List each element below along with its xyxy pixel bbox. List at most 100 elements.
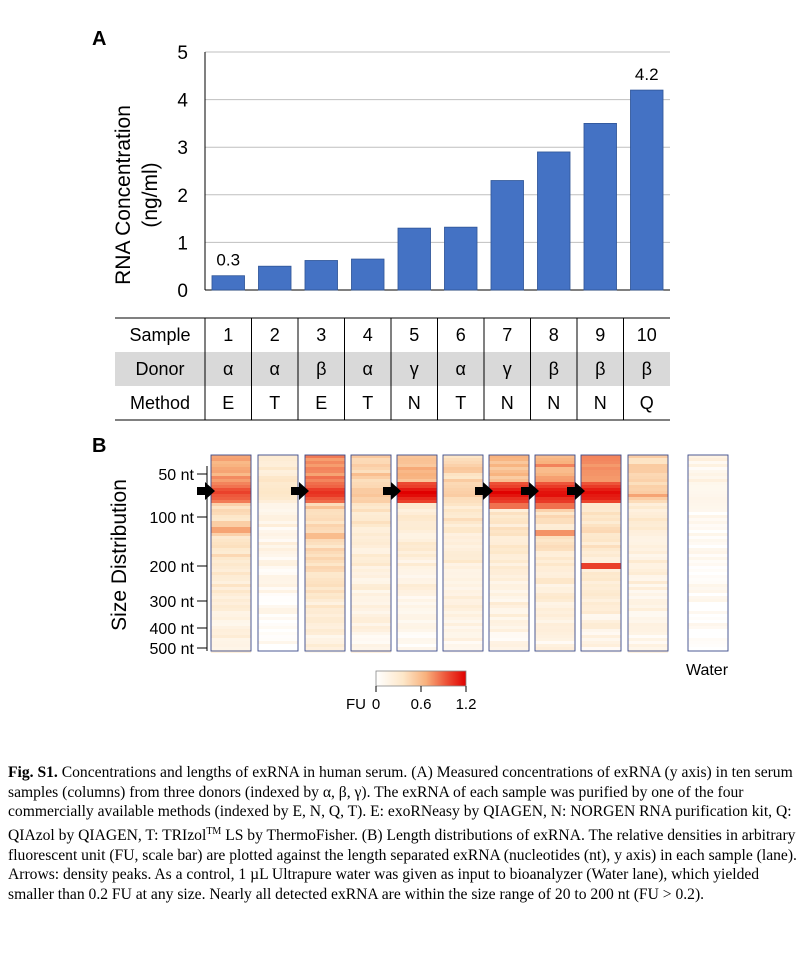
lane-band xyxy=(211,536,251,539)
lane-band xyxy=(628,626,668,629)
lane-band xyxy=(211,602,251,605)
lane-band xyxy=(397,467,437,470)
lane-band xyxy=(258,563,298,566)
lane-band xyxy=(581,584,621,587)
lane-band xyxy=(489,644,529,647)
lane-band xyxy=(489,533,529,536)
lane-band xyxy=(305,530,345,533)
lane-band xyxy=(628,506,668,509)
lane-band xyxy=(628,500,668,503)
lane-band xyxy=(305,500,345,503)
lane-band xyxy=(581,563,621,566)
lane-band xyxy=(351,476,391,479)
lane-band xyxy=(443,635,483,638)
lane-band xyxy=(443,524,483,527)
lane-band xyxy=(489,560,529,563)
lane-band xyxy=(211,476,251,479)
lane-band xyxy=(211,500,251,503)
lane-band xyxy=(535,494,575,497)
lane-band xyxy=(581,470,621,473)
lane-band xyxy=(351,578,391,581)
lane-band xyxy=(688,461,728,464)
caption-text-2: LS by ThermoFisher. (B) Length distribut… xyxy=(8,826,797,903)
lane-band xyxy=(535,500,575,503)
lane-band xyxy=(628,467,668,470)
lane-band xyxy=(443,647,483,650)
lane-band xyxy=(581,485,621,488)
lane-band xyxy=(211,470,251,473)
lane-band xyxy=(443,503,483,506)
lane-band xyxy=(258,587,298,590)
lane-band xyxy=(211,563,251,566)
lane-band xyxy=(351,650,391,653)
lane-band xyxy=(535,485,575,488)
lane-band xyxy=(489,620,529,623)
table-cell: 1 xyxy=(223,325,233,345)
lane-band xyxy=(489,563,529,566)
lane-band xyxy=(305,557,345,560)
lane-band xyxy=(688,482,728,485)
lane-band xyxy=(258,599,298,602)
lane-band xyxy=(489,539,529,542)
lane-band xyxy=(688,650,728,653)
lane-band xyxy=(688,644,728,647)
lane-band xyxy=(305,548,345,551)
lane-band xyxy=(443,620,483,623)
lane-band xyxy=(535,503,575,506)
lane-band xyxy=(489,485,529,488)
lane-band xyxy=(397,554,437,557)
lane-band xyxy=(305,473,345,476)
lane-band xyxy=(443,515,483,518)
lane-band xyxy=(258,626,298,629)
lane-band xyxy=(535,623,575,626)
lane-band xyxy=(443,488,483,491)
lane-band xyxy=(535,458,575,461)
lane-band xyxy=(443,638,483,641)
lane-band xyxy=(258,611,298,614)
lane-band xyxy=(688,503,728,506)
lane-band xyxy=(688,509,728,512)
lane-band xyxy=(489,458,529,461)
lane-band xyxy=(258,479,298,482)
lane-band xyxy=(305,518,345,521)
lane-band xyxy=(535,527,575,530)
lane-band xyxy=(305,590,345,593)
lane-band xyxy=(258,464,298,467)
lane-band xyxy=(688,479,728,482)
lane-band xyxy=(628,569,668,572)
lane-band xyxy=(351,572,391,575)
lane-band xyxy=(535,488,575,491)
lane-band xyxy=(351,587,391,590)
lane-band xyxy=(581,632,621,635)
lane-band xyxy=(397,632,437,635)
lane-band xyxy=(397,572,437,575)
lane-band xyxy=(489,599,529,602)
lane-band xyxy=(688,584,728,587)
lane-band xyxy=(397,533,437,536)
lane-band xyxy=(688,476,728,479)
lane-band xyxy=(688,620,728,623)
lane-band xyxy=(305,464,345,467)
lane-band xyxy=(258,473,298,476)
sample-table: Sample 1 2 3 4 5 6 7 8 9 10 Donor α α β α γ α γ β β β Method E T… xyxy=(115,317,670,421)
lane-band xyxy=(305,632,345,635)
lane-band xyxy=(535,584,575,587)
lane-band xyxy=(688,587,728,590)
lane-band xyxy=(581,566,621,569)
lane-band xyxy=(211,596,251,599)
lane-band xyxy=(443,476,483,479)
lane-band xyxy=(351,539,391,542)
lane-band xyxy=(351,593,391,596)
lane-band xyxy=(581,557,621,560)
y-tick-label: 500 nt xyxy=(150,641,195,658)
table-cell: 9 xyxy=(595,325,605,345)
lane-band xyxy=(258,482,298,485)
lane-band xyxy=(305,644,345,647)
lane-border xyxy=(442,454,484,652)
lane-band xyxy=(351,569,391,572)
lane-band xyxy=(351,503,391,506)
lane-band xyxy=(443,602,483,605)
lane-band xyxy=(258,503,298,506)
y-tick-label: 400 nt xyxy=(150,621,195,638)
data-label: 4.2 xyxy=(635,65,659,84)
